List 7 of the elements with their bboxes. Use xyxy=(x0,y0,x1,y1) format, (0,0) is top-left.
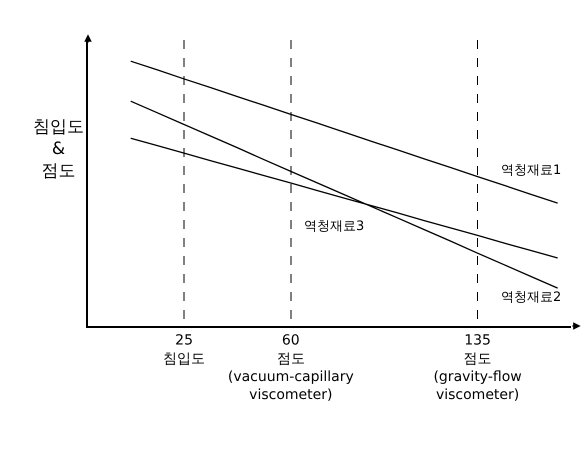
series-label: 역청재료1 xyxy=(501,163,562,178)
series-label: 역청재료2 xyxy=(501,290,562,305)
x-tick-label: 60 점도 (vacuum-capillary viscometer) xyxy=(228,332,354,404)
series-label: 역청재료3 xyxy=(304,219,364,234)
y-axis-title: 침입도 & 점도 xyxy=(33,117,84,182)
x-tick-label: 25 침입도 xyxy=(163,332,206,367)
x-tick-label: 135 점도 (gravity-flow viscometer) xyxy=(433,332,522,404)
